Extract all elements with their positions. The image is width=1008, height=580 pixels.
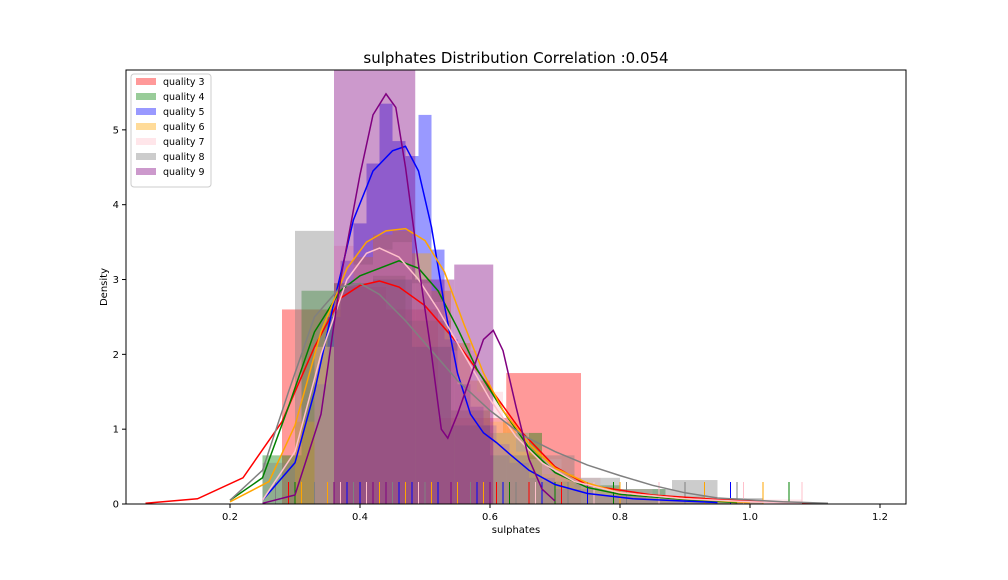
plot-frame: [125, 69, 907, 505]
y-tick-label: 2: [113, 350, 119, 361]
bar-quality-8-4: [412, 346, 451, 504]
legend-box: [130, 73, 212, 188]
bar-quality-5-0: [314, 384, 328, 504]
kde-line-quality-5: [261, 145, 718, 504]
x-tick-label: 0.4: [352, 512, 368, 523]
legend-swatch-quality-3: [136, 78, 156, 85]
bar-quality-6-9: [470, 380, 490, 504]
bar-quality-5-2: [340, 260, 354, 504]
bar-quality-7-3: [373, 249, 393, 504]
x-tick-label: 1.2: [872, 512, 888, 523]
bar-quality-7-4: [392, 242, 412, 504]
legend-label-quality-8: quality 8: [163, 152, 205, 163]
bar-quality-5-13: [483, 425, 497, 504]
bar-quality-7-1: [334, 245, 354, 504]
x-tick-label: 0.2: [222, 512, 238, 523]
y-tick-label: 0: [113, 500, 119, 511]
bar-quality-7-6: [431, 301, 451, 504]
y-tick-label: 4: [113, 200, 119, 211]
x-axis-label: sulphates: [492, 525, 540, 536]
bar-quality-5-14: [496, 444, 510, 504]
bar-quality-7-2: [353, 264, 373, 504]
kde-curves: [145, 92, 829, 505]
legend-swatch-quality-4: [136, 93, 156, 100]
legend-swatch-quality-8: [136, 153, 156, 160]
bar-quality-7-5: [412, 283, 432, 504]
bar-quality-4-4: [405, 320, 451, 504]
bar-quality-3-3: [438, 417, 507, 504]
kde-line-quality-8: [229, 282, 829, 505]
legend-label-quality-9: quality 9: [163, 167, 205, 178]
bar-quality-6-3: [353, 257, 373, 504]
bar-quality-6-5: [392, 230, 412, 504]
kde-line-quality-4: [229, 259, 738, 504]
bar-quality-6-2: [334, 283, 354, 504]
bar-quality-5-6: [392, 141, 406, 504]
legend-swatch-quality-5: [136, 108, 156, 115]
bar-quality-9-1: [415, 279, 455, 504]
legend-swatch-quality-6: [136, 123, 156, 130]
chart-title: sulphates Distribution Correlation :0.05…: [363, 49, 668, 67]
legend-swatch-quality-9: [136, 168, 156, 175]
legend-swatch-quality-7: [136, 138, 156, 145]
legend-label-quality-4: quality 4: [163, 92, 205, 103]
bar-quality-5-12: [470, 406, 484, 504]
legend-label-quality-5: quality 5: [163, 107, 205, 118]
y-tick-label: 3: [113, 275, 119, 286]
bar-quality-7-0: [314, 346, 334, 504]
x-axis-ticks: 0.2 0.4 0.6 0.8 1.0 1.2: [222, 504, 888, 523]
y-tick-label: 5: [113, 125, 119, 136]
legend-label-quality-3: quality 3: [163, 77, 205, 88]
y-axis-label: Density: [99, 268, 110, 306]
kde-line-quality-9: [262, 92, 556, 505]
kde-line-quality-6: [229, 227, 751, 504]
x-tick-label: 1.0: [742, 512, 758, 523]
y-tick-label: 1: [113, 425, 119, 436]
bar-quality-6-8: [451, 343, 471, 504]
bar-quality-7-7: [451, 350, 477, 504]
legend-label-quality-7: quality 7: [163, 137, 205, 148]
bar-quality-3-1: [340, 287, 386, 504]
bar-quality-5-5: [379, 103, 393, 504]
bar-quality-6-7: [431, 290, 451, 504]
kde-line-quality-7: [261, 247, 803, 505]
bar-quality-5-3: [353, 223, 367, 504]
bar-quality-4-2: [334, 283, 373, 504]
legend-label-quality-6: quality 6: [163, 122, 205, 133]
bar-quality-5-9: [431, 249, 445, 504]
y-axis-ticks: 0 1 2 3 4 5: [113, 125, 126, 511]
bar-quality-8-3: [373, 279, 412, 504]
x-tick-label: 0.8: [612, 512, 628, 523]
bar-quality-4-3: [373, 275, 406, 504]
bar-quality-5-1: [327, 316, 341, 504]
x-tick-label: 0.6: [482, 512, 498, 523]
bar-quality-5-10: [444, 339, 458, 504]
legend: quality 3 quality 4 quality 5 quality 6 qual…: [130, 73, 212, 188]
bar-quality-5-15: [509, 462, 529, 504]
bar-quality-6-1: [314, 346, 334, 504]
bar-quality-5-11: [457, 384, 471, 504]
bar-quality-8-2: [334, 283, 373, 504]
